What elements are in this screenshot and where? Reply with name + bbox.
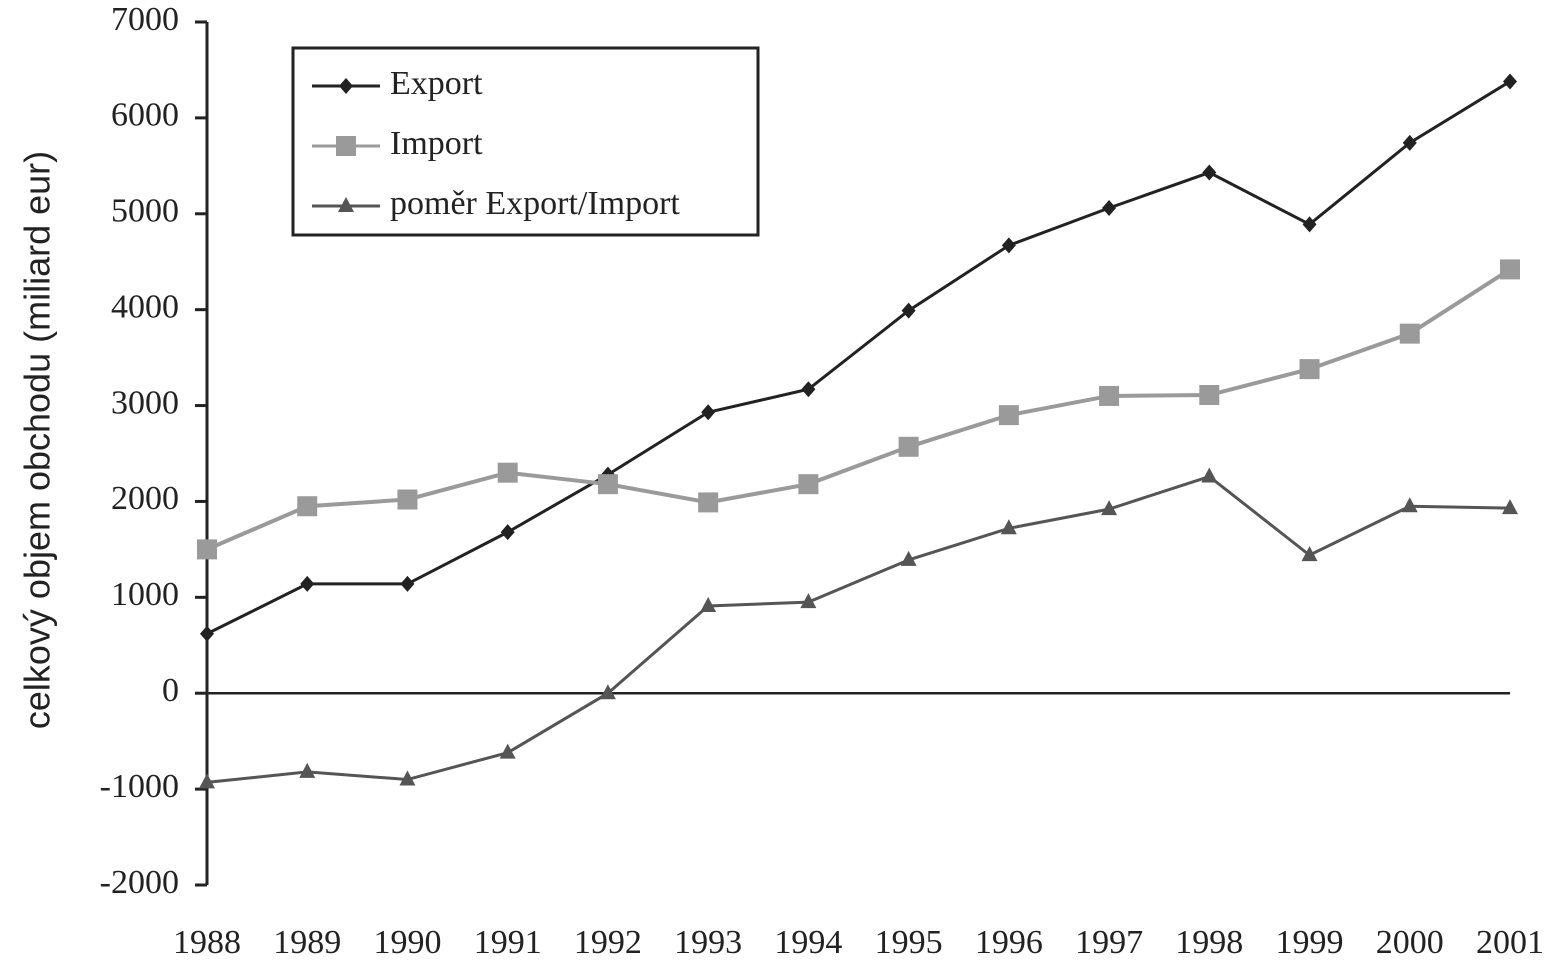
point (497, 462, 518, 483)
point (900, 550, 917, 566)
series-line (206, 267, 1512, 552)
point (1299, 359, 1320, 380)
y-tick-label: 3000 (111, 384, 179, 421)
x-tick-label: 1988 (173, 924, 241, 961)
y-tick-label: 6000 (111, 97, 179, 134)
point (1302, 216, 1317, 233)
y-tick-label: -1000 (100, 768, 179, 805)
legend-box (291, 46, 760, 237)
legend: Export Import poměr Export/Import (291, 46, 760, 237)
x-tick-label: 1997 (1075, 924, 1143, 961)
point (300, 575, 315, 592)
point (1500, 259, 1520, 280)
point (1101, 500, 1118, 516)
x-tick-label: 1996 (975, 924, 1043, 961)
point (1099, 385, 1120, 406)
point (998, 405, 1019, 426)
legend-label: Export (390, 65, 483, 102)
point (199, 773, 215, 789)
point (599, 684, 616, 700)
point (700, 596, 717, 612)
point (200, 625, 214, 642)
y-tick-label: 4000 (111, 288, 179, 325)
point (397, 489, 418, 510)
x-tick-label: 2001 (1476, 924, 1544, 961)
point (399, 770, 416, 786)
x-tick-label: 1994 (774, 924, 842, 961)
series (200, 73, 1517, 642)
point (1401, 497, 1418, 513)
point (801, 381, 816, 398)
series-line (206, 474, 1511, 784)
point (800, 593, 817, 609)
x-tick-label: 1993 (674, 924, 742, 961)
point (698, 492, 719, 513)
point (1202, 164, 1217, 181)
point (299, 762, 316, 778)
point (297, 496, 318, 517)
y-tick-label: 0 (162, 672, 179, 709)
point (197, 539, 217, 560)
legend-label: Import (390, 125, 483, 162)
point (1502, 499, 1518, 515)
point (1199, 385, 1220, 406)
point (339, 78, 353, 94)
point (1399, 323, 1420, 344)
point (901, 302, 916, 319)
point (500, 524, 515, 541)
point (338, 197, 354, 212)
series (197, 259, 1520, 560)
y-tick-label: 5000 (111, 193, 179, 230)
point (597, 474, 618, 495)
point (336, 136, 356, 156)
y-tick-label: -2000 (100, 864, 179, 901)
x-tick-label: 1989 (273, 924, 341, 961)
point (1102, 200, 1117, 217)
point (1000, 519, 1017, 535)
y-tick-label: 2000 (111, 480, 179, 517)
point (1503, 73, 1517, 90)
series-line (206, 80, 1511, 636)
x-tick-label: 1991 (474, 924, 542, 961)
x-tick-label: 1992 (574, 924, 642, 961)
point (1402, 134, 1417, 151)
x-tick-label: 1990 (373, 924, 441, 961)
y-tick-label: 1000 (111, 576, 179, 613)
point (499, 743, 516, 759)
series (199, 467, 1518, 789)
y-tick-label: 7000 (111, 1, 179, 38)
legend-label: poměr Export/Import (390, 185, 680, 222)
x-tick-label: 1998 (1175, 924, 1243, 961)
x-tick-label: 1995 (875, 924, 943, 961)
point (898, 436, 919, 457)
point (1001, 237, 1016, 254)
point (1201, 467, 1218, 483)
x-tick-label: 1999 (1276, 924, 1344, 961)
point (701, 404, 716, 421)
point (1301, 546, 1318, 562)
y-axis-label: celkový objem obchodu (miliard eur) (17, 151, 58, 729)
x-tick-label: 2000 (1376, 924, 1444, 961)
point (400, 575, 415, 592)
point (798, 474, 819, 495)
